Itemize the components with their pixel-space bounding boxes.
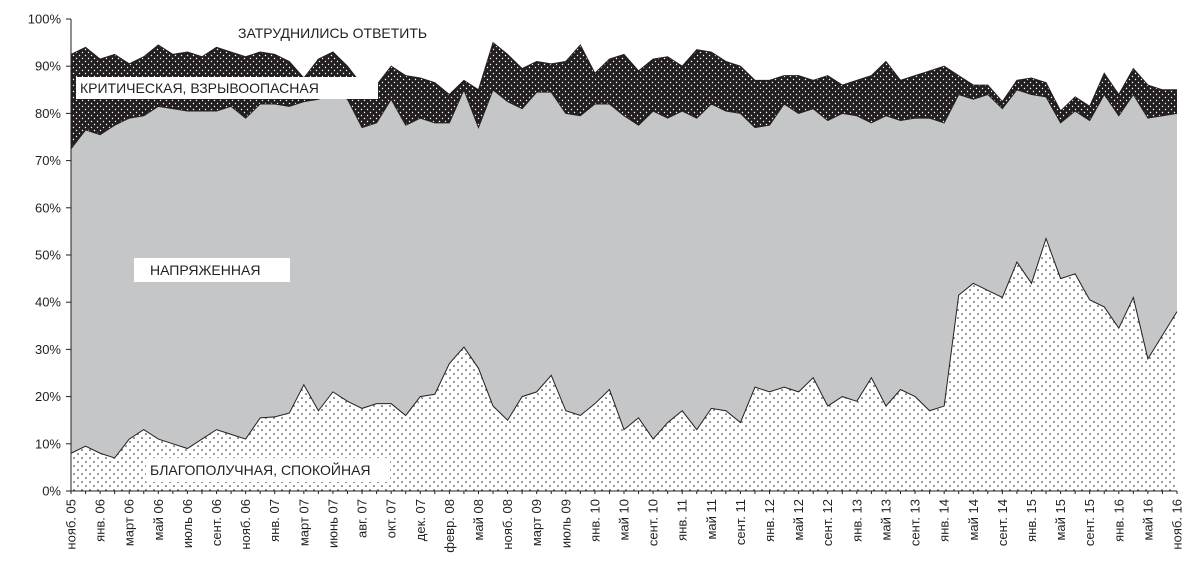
- x-tick-label: дек. 07: [413, 499, 428, 541]
- x-tick-label: март 06: [122, 499, 137, 546]
- label-zatrudnilis: ЗАТРУДНИЛИСЬ ОТВЕТИТЬ: [232, 22, 454, 44]
- y-tick-label: 50%: [35, 248, 61, 263]
- y-tick-label: 70%: [35, 153, 61, 168]
- label-napryazhennaya: НАПРЯЖЕННАЯ: [134, 258, 290, 282]
- x-tick-label: май 16: [1140, 499, 1155, 541]
- x-tick-label: нояб. 06: [238, 499, 253, 550]
- x-tick-label: янв. 10: [587, 499, 602, 542]
- y-tick-label: 60%: [35, 200, 61, 215]
- y-tick-label: 10%: [35, 436, 61, 451]
- x-tick-label: сент. 06: [209, 499, 224, 546]
- label-blagopoluchnaya: БЛАГОПОЛУЧНАЯ, СПОКОЙНАЯ: [146, 458, 390, 482]
- label-kriticheskaya: КРИТИЧЕСКАЯ, ВЗРЫВООПАСНАЯ: [76, 77, 378, 99]
- x-tick-label: март 07: [296, 499, 311, 546]
- area-napryazhennaya: [71, 89, 1177, 458]
- boundary-line-napryazhennaya: [70, 88, 1178, 150]
- x-tick-label: янв. 07: [267, 499, 282, 542]
- series-labels: ЗАТРУДНИЛИСЬ ОТВЕТИТЬ КРИТИЧЕСКАЯ, ВЗРЫВ…: [76, 22, 454, 482]
- x-tick-label: май 12: [791, 499, 806, 541]
- x-tick-label: нояб. 08: [500, 499, 515, 550]
- y-tick-label: 100%: [28, 12, 62, 27]
- x-tick-label: май 08: [471, 499, 486, 541]
- x-axis-ticks: нояб. 05 янв. 06 март 06 май 06 июль 06 сент.…: [64, 491, 1185, 553]
- series-label-blagopoluchnaya: БЛАГОПОЛУЧНАЯ, СПОКОЙНАЯ: [150, 461, 371, 478]
- y-tick-label: 20%: [35, 389, 61, 404]
- series-label-napryazhennaya: НАПРЯЖЕННАЯ: [150, 262, 260, 278]
- x-tick-label: янв. 06: [93, 499, 108, 542]
- x-tick-label: янв. 11: [675, 499, 690, 541]
- x-tick-label: март 09: [529, 499, 544, 546]
- x-tick-label: янв. 13: [849, 499, 864, 542]
- x-tick-label: сент. 14: [995, 499, 1010, 546]
- x-tick-label: сент. 11: [733, 499, 748, 545]
- boundary-line-blagopoluchnaya: [70, 236, 1178, 459]
- x-tick-label: май 15: [1053, 499, 1068, 541]
- area-blagopoluchnaya: [71, 238, 1177, 491]
- area-kriticheskaya: [71, 42, 1177, 149]
- x-tick-label: янв. 14: [937, 499, 952, 542]
- y-tick-label: 80%: [35, 106, 61, 121]
- x-tick-label: июнь 07: [325, 499, 340, 548]
- x-tick-label: окт. 07: [384, 499, 399, 538]
- x-tick-label: май 13: [878, 499, 893, 541]
- y-tick-label: 30%: [35, 342, 61, 357]
- x-tick-label: нояб. 16: [1170, 499, 1185, 550]
- y-tick-label: 0%: [42, 484, 61, 499]
- x-tick-label: янв. 16: [1111, 499, 1126, 542]
- x-tick-label: нояб. 05: [64, 499, 79, 550]
- x-tick-label: сент. 13: [908, 499, 923, 546]
- x-tick-label: авг. 07: [355, 499, 370, 538]
- y-tick-label: 90%: [35, 59, 61, 74]
- y-tick-label: 40%: [35, 295, 61, 310]
- x-tick-label: июль 06: [180, 499, 195, 548]
- x-tick-label: сент. 10: [646, 499, 661, 546]
- x-tick-label: сент. 15: [1082, 499, 1097, 546]
- series-label-kriticheskaya: КРИТИЧЕСКАЯ, ВЗРЫВООПАСНАЯ: [80, 80, 319, 96]
- x-tick-label: сент. 12: [820, 499, 835, 546]
- series-label-zatrudnilis: ЗАТРУДНИЛИСЬ ОТВЕТИТЬ: [238, 25, 427, 41]
- y-axis-ticks: 0% 10% 20% 30% 40% 50% 60% 70% 80% 90% 100%: [28, 12, 71, 499]
- x-tick-label: янв. 12: [762, 499, 777, 542]
- boundary-line-kriticheskaya: [70, 41, 1177, 112]
- x-tick-label: май 11: [704, 499, 719, 540]
- x-tick-label: июль 09: [558, 499, 573, 548]
- x-tick-label: февр. 08: [442, 499, 457, 553]
- x-tick-label: янв. 15: [1024, 499, 1039, 542]
- x-tick-label: май 14: [966, 499, 981, 541]
- x-tick-label: май 06: [151, 499, 166, 541]
- x-tick-label: май 10: [617, 499, 632, 541]
